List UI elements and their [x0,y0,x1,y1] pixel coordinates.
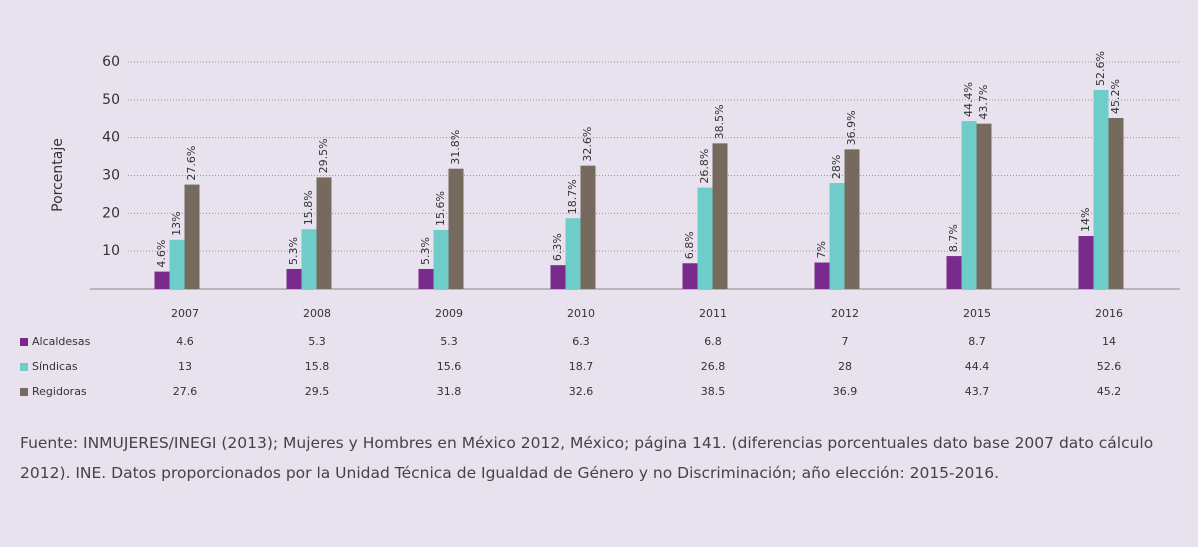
y-tick-label: 30 [102,168,120,184]
bar [169,239,185,289]
table-cell: 36.9 [833,385,858,398]
data-label: 44.4% [962,82,975,117]
chart: Porcentaje 10 20 30 40 50 60 2007 2008 2009 2010 2… [20,51,1180,398]
data-label: 45.2% [1109,79,1122,114]
data-label: 7% [815,241,828,258]
data-label: 6.8% [683,231,696,259]
table-cell: 8.7 [968,335,986,348]
footnote: Fuente: INMUJERES/INEGI (2013); Mujeres … [20,434,1154,482]
bar [286,268,302,289]
table-cell: 6.3 [572,335,590,348]
y-tick-label: 50 [102,92,120,108]
data-label: 29.5% [317,138,330,173]
bar [829,183,845,289]
bar [433,229,449,289]
y-axis-label: Porcentaje [50,138,66,212]
data-label: 31.8% [449,130,462,165]
table-cell: 27.6 [173,385,198,398]
table-cell: 4.6 [176,335,194,348]
data-label: 38.5% [713,104,726,139]
data-label: 15.6% [434,191,447,226]
y-tick-label: 60 [102,54,120,70]
table-cell: 14 [1102,335,1116,348]
x-tick-label: 2016 [1095,307,1123,320]
data-label: 28% [830,155,843,179]
bar [697,187,713,289]
data-label: 52.6% [1094,51,1107,86]
bar [961,121,977,290]
x-tick-label: 2011 [699,307,727,320]
legend-label: Síndicas [32,360,78,373]
data-label: 26.8% [698,149,711,184]
bar [712,143,728,289]
y-tick-label: 40 [102,130,120,146]
data-label: 8.7% [947,224,960,252]
legend-swatch [20,338,28,346]
bar [1108,117,1124,289]
bar [1078,236,1094,289]
x-tick-label: 2015 [963,307,991,320]
table-cell: 26.8 [701,360,726,373]
table-cell: 18.7 [569,360,594,373]
table-cell: 38.5 [701,385,726,398]
bar [946,256,962,289]
data-label: 15.8% [302,190,315,225]
bar [154,271,170,289]
bar [448,168,464,289]
table-cell: 15.6 [437,360,462,373]
data-label: 5.3% [287,237,300,265]
x-tick-label: 2009 [435,307,463,320]
x-tick-label: 2012 [831,307,859,320]
bar [565,218,581,289]
table-cell: 32.6 [569,385,594,398]
legend-label: Regidoras [32,385,87,398]
data-label: 6.3% [551,233,564,261]
table-cell: 43.7 [965,385,990,398]
table-cell: 13 [178,360,192,373]
data-label: 5.3% [419,237,432,265]
legend-swatch [20,388,28,396]
x-tick-label: 2010 [567,307,595,320]
y-tick-label: 10 [102,243,120,259]
table-cell: 7 [842,335,849,348]
table-cell: 5.3 [440,335,458,348]
table-cell: 44.4 [965,360,990,373]
x-tick-label: 2007 [171,307,199,320]
table-cell: 31.8 [437,385,462,398]
bar [418,268,434,289]
table-cell: 45.2 [1097,385,1122,398]
table-cell: 5.3 [308,335,326,348]
data-label: 14% [1079,208,1092,232]
data-label: 4.6% [155,240,168,268]
data-label: 27.6% [185,146,198,181]
table-cell: 6.8 [704,335,722,348]
table-cell: 15.8 [305,360,330,373]
y-tick-label: 20 [102,205,120,221]
data-label: 32.6% [581,127,594,162]
legend-swatch [20,363,28,371]
bar [682,263,698,289]
data-label: 13% [170,211,183,235]
bar [184,184,200,289]
bar [814,262,830,289]
data-label: 43.7% [977,85,990,120]
bar [301,229,317,289]
data-label: 18.7% [566,179,579,214]
bar [1093,89,1109,289]
bar [844,149,860,289]
table-cell: 29.5 [305,385,330,398]
table-cell: 28 [838,360,852,373]
legend-label: Alcaldesas [32,335,91,348]
table-cell: 52.6 [1097,360,1122,373]
bar [316,177,332,289]
bar [550,265,566,289]
bar [976,123,992,289]
data-label: 36.9% [845,110,858,145]
x-tick-label: 2008 [303,307,331,320]
bar [580,165,596,289]
